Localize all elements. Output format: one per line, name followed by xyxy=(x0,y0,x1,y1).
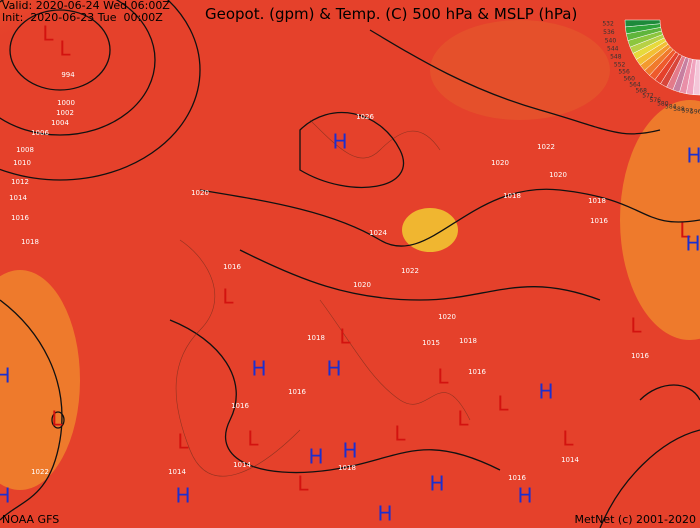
legend-label: 536 xyxy=(603,29,615,36)
init-time: Init: 2020-06-23 Tue 00:00Z xyxy=(2,11,163,24)
coastlines xyxy=(175,119,471,477)
isobar-label: 1006 xyxy=(31,129,49,137)
isobar-label: 1014 xyxy=(168,468,186,476)
isobar-label: 1020 xyxy=(353,281,371,289)
high-marker: H xyxy=(538,380,553,404)
low-marker: L xyxy=(297,472,309,496)
legend-label: 556 xyxy=(618,68,630,75)
high-marker: H xyxy=(326,357,341,381)
low-marker: L xyxy=(630,314,642,338)
high-marker: H xyxy=(0,484,11,508)
isobar-label: 1016 xyxy=(468,368,486,376)
isobar-label: 1016 xyxy=(11,214,29,222)
low-marker: L xyxy=(59,37,71,61)
low-marker: L xyxy=(497,392,509,416)
high-marker: H xyxy=(686,144,700,168)
legend-label: 596 xyxy=(690,108,700,115)
valid-time: Valid: 2020-06-24 Wed 06:00Z xyxy=(2,0,170,12)
legend-label: 544 xyxy=(607,46,619,53)
isobar-label: 1016 xyxy=(590,217,608,225)
high-marker: H xyxy=(332,130,347,154)
isobar-label: 1018 xyxy=(338,464,356,472)
low-marker: L xyxy=(177,430,189,454)
isobar-label: 1000 xyxy=(57,99,75,107)
isobar-label: 1020 xyxy=(438,313,456,321)
isobar-label: 1016 xyxy=(231,402,249,410)
isobar-label: 1020 xyxy=(191,189,209,197)
legend-label: 540 xyxy=(605,38,617,45)
isobar-label: 1002 xyxy=(56,109,74,117)
legend-label: 580 xyxy=(657,101,669,108)
isobar-label: 1022 xyxy=(537,143,555,151)
isobar-label: 1016 xyxy=(508,474,526,482)
isobar-label: 1008 xyxy=(16,146,34,154)
high-marker: H xyxy=(685,232,700,256)
low-marker: L xyxy=(339,325,351,349)
low-marker: L xyxy=(42,22,54,46)
legend-label: 552 xyxy=(614,61,626,68)
isobar-label: 1018 xyxy=(459,337,477,345)
isobar-label: 1018 xyxy=(21,238,39,246)
low-marker: L xyxy=(51,407,63,431)
high-marker: H xyxy=(342,439,357,463)
high-marker: H xyxy=(308,445,323,469)
isobar-label: 1020 xyxy=(491,159,509,167)
isobar-label: 1010 xyxy=(13,159,31,167)
high-marker: H xyxy=(175,484,190,508)
legend-label: 564 xyxy=(629,82,641,89)
isobar-label: 1012 xyxy=(11,178,29,186)
low-marker: L xyxy=(394,422,406,446)
high-marker: H xyxy=(517,484,532,508)
low-marker: L xyxy=(437,365,449,389)
isobar-label: 1020 xyxy=(549,171,567,179)
isobar-label: 1026 xyxy=(356,113,374,121)
data-source: NOAA GFS xyxy=(2,513,60,526)
isobar-label: 994 xyxy=(61,71,75,79)
high-marker: H xyxy=(251,357,266,381)
isobar-label: 1015 xyxy=(422,339,440,347)
isobar-label: 1018 xyxy=(588,197,606,205)
legend-label: 548 xyxy=(610,54,622,61)
high-marker: H xyxy=(429,472,444,496)
legend-wheel: 5965925885845805765725685645605565525485… xyxy=(602,19,700,115)
isobar-label: 1016 xyxy=(288,388,306,396)
warm-area xyxy=(430,20,610,120)
low-marker: L xyxy=(562,427,574,451)
legend-label: 576 xyxy=(650,97,662,104)
isobar-label: 1014 xyxy=(9,194,27,202)
low-marker: L xyxy=(247,427,259,451)
low-marker: L xyxy=(457,407,469,431)
legend-label: 588 xyxy=(673,106,685,113)
legend-label: 584 xyxy=(665,104,677,111)
legend-swatch xyxy=(624,19,661,28)
legend-label: 568 xyxy=(635,87,647,94)
isobar-label: 1018 xyxy=(307,334,325,342)
legend-label: 592 xyxy=(682,108,694,115)
isobar-label: 1016 xyxy=(223,263,241,271)
credit: MetNet (c) 2001-2020 xyxy=(574,513,696,526)
legend-label: 532 xyxy=(602,21,614,28)
isobar-label: 1022 xyxy=(401,267,419,275)
legend-label: 572 xyxy=(642,92,654,99)
isobar-label: 1014 xyxy=(233,461,251,469)
warm-area xyxy=(0,270,80,490)
isobar-label: 1014 xyxy=(561,456,579,464)
isobar-label: 1004 xyxy=(51,119,69,127)
high-marker: H xyxy=(0,364,11,388)
legend-label: 560 xyxy=(623,75,635,82)
low-marker: L xyxy=(222,285,234,309)
isobar-label: 1018 xyxy=(503,192,521,200)
isobar-label: 1016 xyxy=(631,352,649,360)
isobar-label: 1024 xyxy=(369,229,387,237)
warm-core xyxy=(402,208,458,252)
cold-area xyxy=(0,0,420,340)
low-marker: L xyxy=(679,219,691,243)
map-title: Geopot. (gpm) & Temp. (C) 500 hPa & MSLP… xyxy=(205,5,578,23)
isobar-label: 1022 xyxy=(31,468,49,476)
high-marker: H xyxy=(377,502,392,526)
